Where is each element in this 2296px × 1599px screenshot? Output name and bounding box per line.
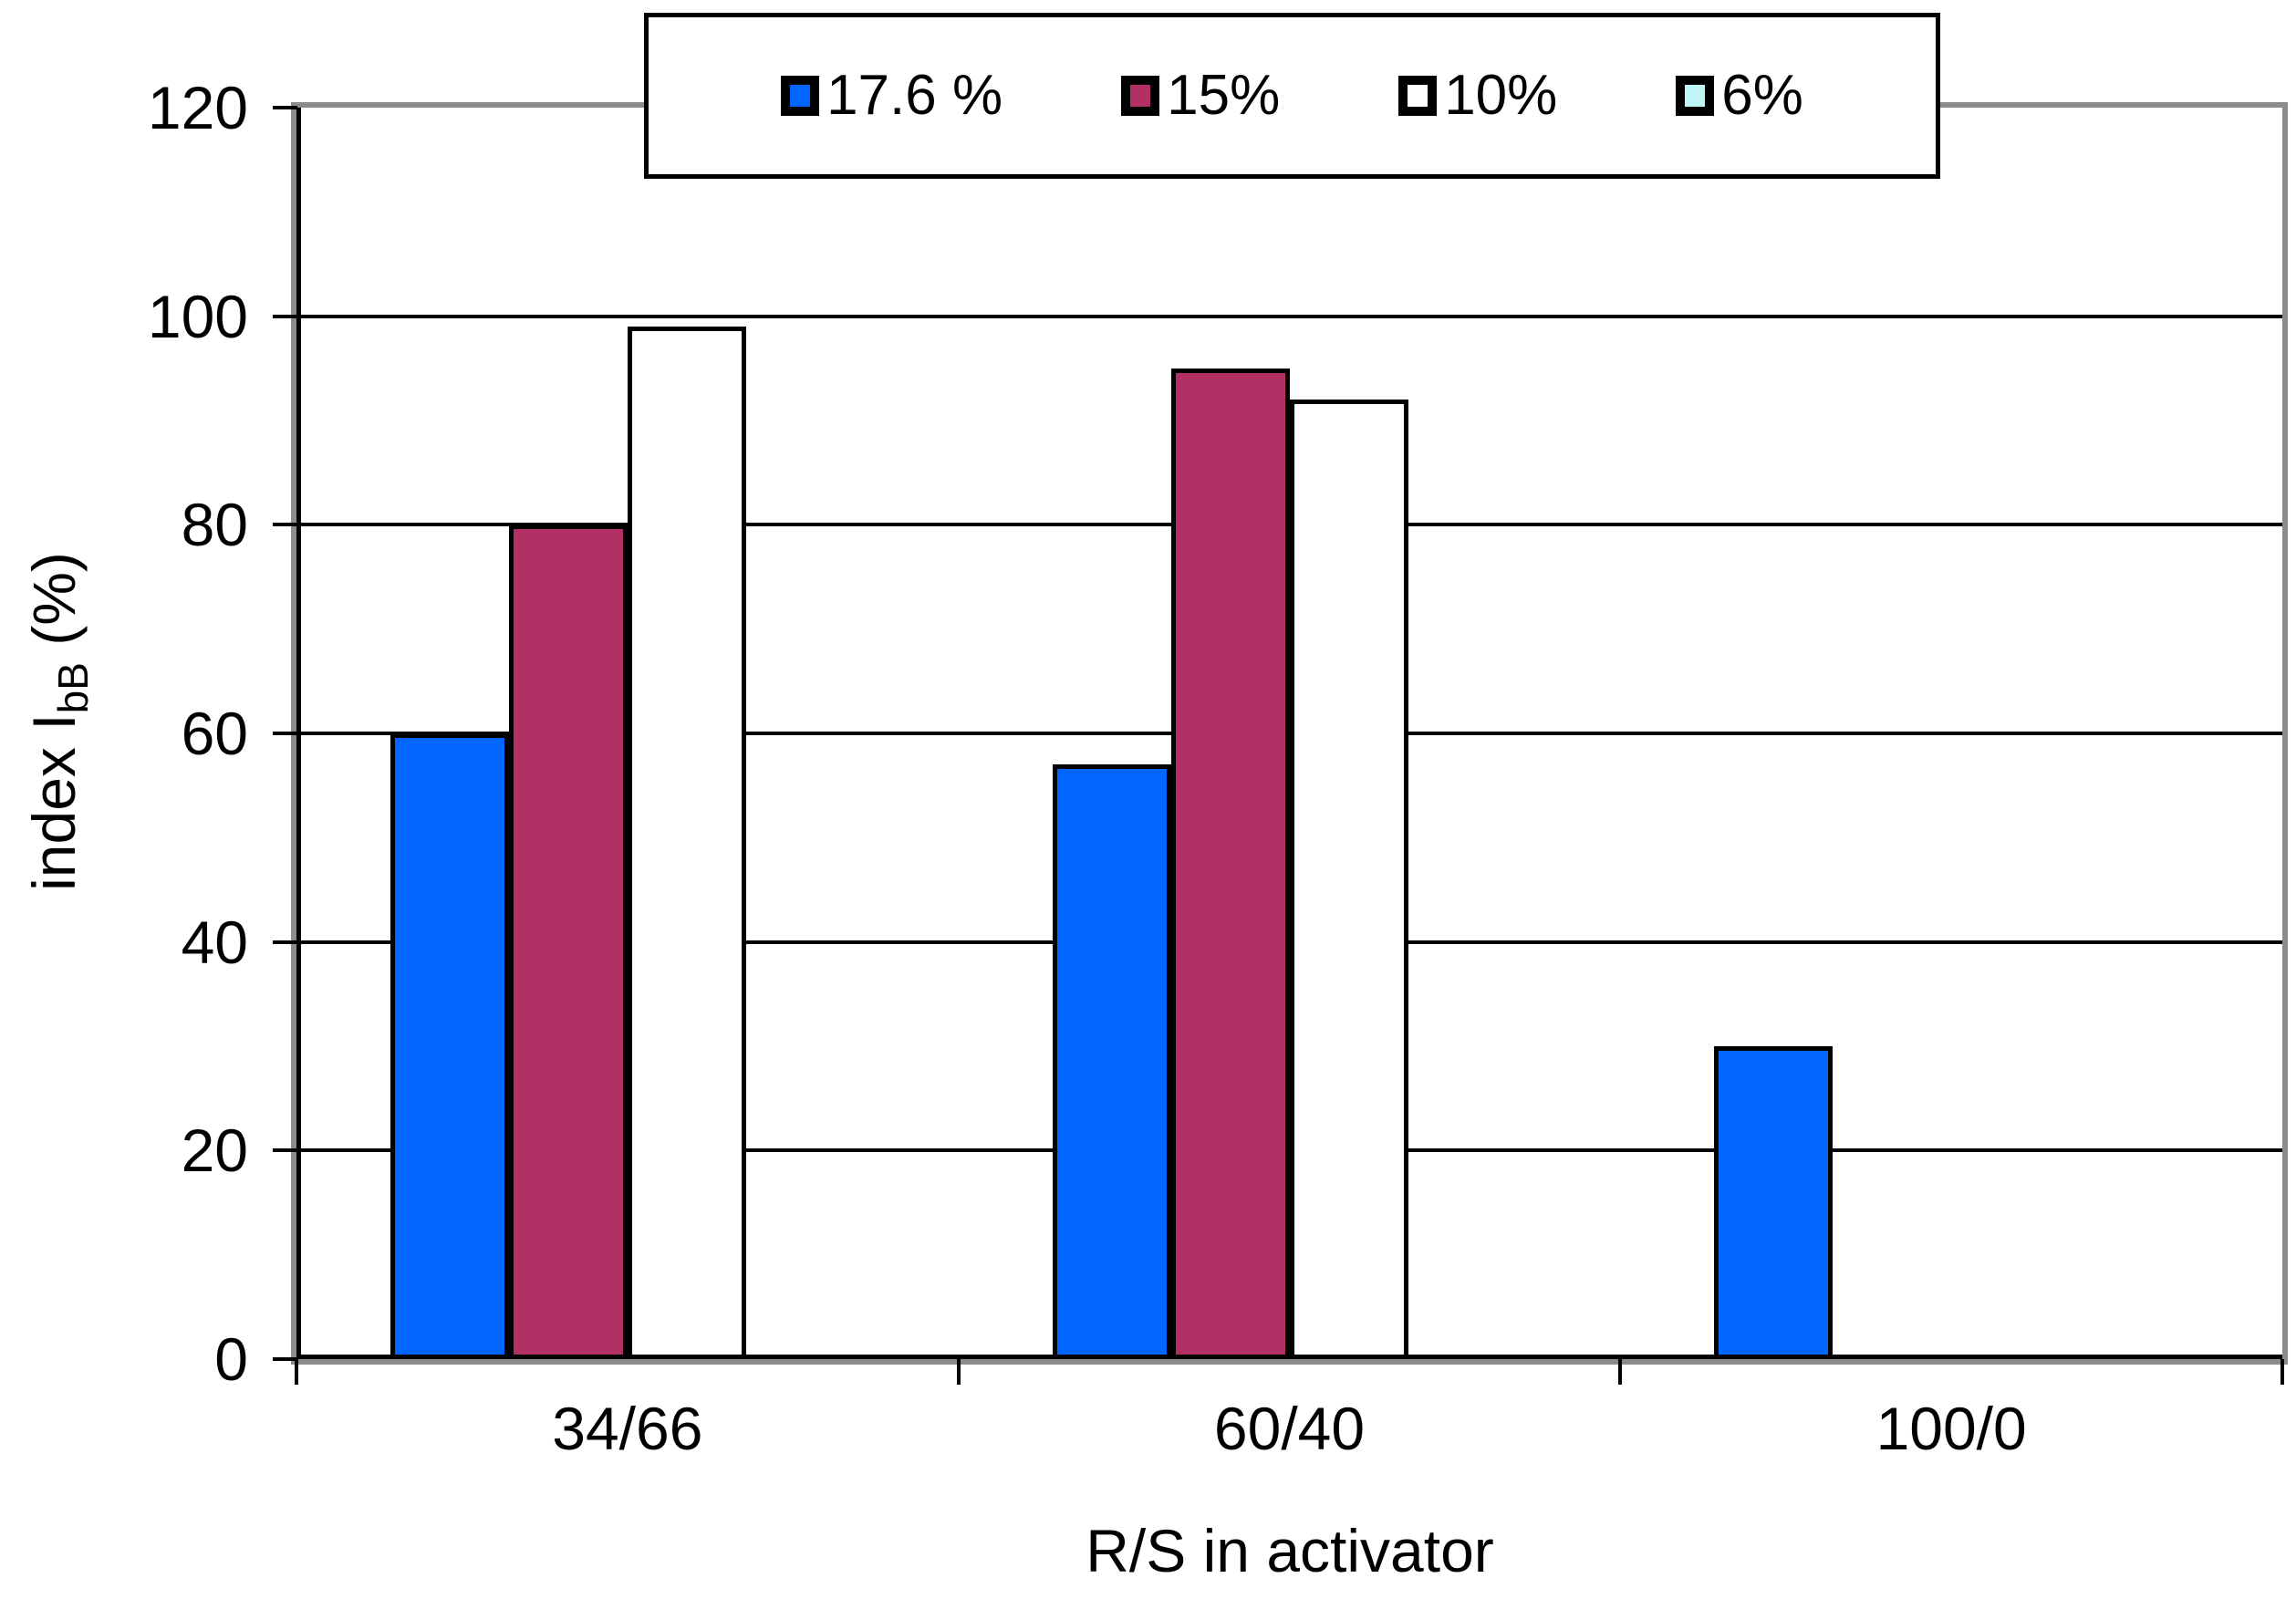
legend: 17.6 % 15% 10% 6% — [644, 13, 1940, 179]
legend-label-2: 10% — [1444, 64, 1558, 127]
y-tick-100 — [273, 314, 297, 318]
legend-item-1: 15% — [1121, 67, 1280, 124]
plot-area — [291, 102, 2288, 1365]
y-tick-label-80: 80 — [181, 491, 248, 559]
x-tick-3 — [2280, 1359, 2284, 1385]
y-tick-label-40: 40 — [181, 908, 248, 976]
y-tick-80 — [273, 523, 297, 527]
y-tick-label-0: 0 — [214, 1325, 248, 1393]
legend-swatch-icon — [1121, 76, 1160, 116]
y-tick-60 — [273, 732, 297, 735]
y-axis-line — [296, 108, 301, 1359]
bar-series1-cat0 — [508, 524, 628, 1359]
gridline-100 — [296, 314, 2282, 318]
y-tick-0 — [273, 1357, 297, 1361]
bar-series0-cat2 — [1714, 1046, 1834, 1359]
legend-swatch-color — [1130, 85, 1151, 107]
x-category-label-0: 34/66 — [552, 1395, 703, 1462]
legend-item-3: 6% — [1676, 67, 1803, 124]
y-tick-120 — [273, 106, 297, 109]
legend-swatch-icon — [1398, 76, 1438, 116]
legend-swatch-color — [1408, 85, 1429, 107]
legend-label-1: 15% — [1167, 64, 1281, 127]
y-tick-label-120: 120 — [147, 74, 248, 141]
bar-series0-cat1 — [1052, 764, 1171, 1359]
legend-item-0: 17.6 % — [781, 67, 1003, 124]
legend-swatch-color — [1685, 85, 1706, 107]
legend-swatch-icon — [781, 76, 820, 116]
bar-series0-cat0 — [390, 733, 509, 1359]
x-axis-line — [296, 1355, 2282, 1359]
y-tick-label-100: 100 — [147, 282, 248, 350]
legend-swatch-color — [790, 85, 811, 107]
y-tick-20 — [273, 1148, 297, 1153]
bar-series2-cat1 — [1289, 400, 1408, 1359]
y-axis-title-suffix: (%) — [20, 552, 88, 663]
legend-label-0: 17.6 % — [826, 64, 1003, 127]
x-tick-0 — [295, 1359, 298, 1385]
x-axis-title: R/S in activator — [1086, 1517, 1494, 1584]
bar-series1-cat1 — [1170, 368, 1290, 1359]
legend-label-3: 6% — [1721, 64, 1803, 127]
y-tick-label-20: 20 — [181, 1116, 248, 1185]
x-tick-1 — [956, 1359, 961, 1385]
x-category-label-2: 100/0 — [1875, 1395, 2027, 1462]
legend-item-2: 10% — [1398, 67, 1557, 124]
x-category-label-1: 60/40 — [1213, 1395, 1366, 1462]
x-tick-2 — [1618, 1359, 1623, 1385]
y-tick-40 — [273, 940, 297, 944]
legend-swatch-icon — [1676, 76, 1715, 116]
bar-series2-cat0 — [627, 327, 746, 1359]
y-tick-label-60: 60 — [181, 700, 248, 767]
